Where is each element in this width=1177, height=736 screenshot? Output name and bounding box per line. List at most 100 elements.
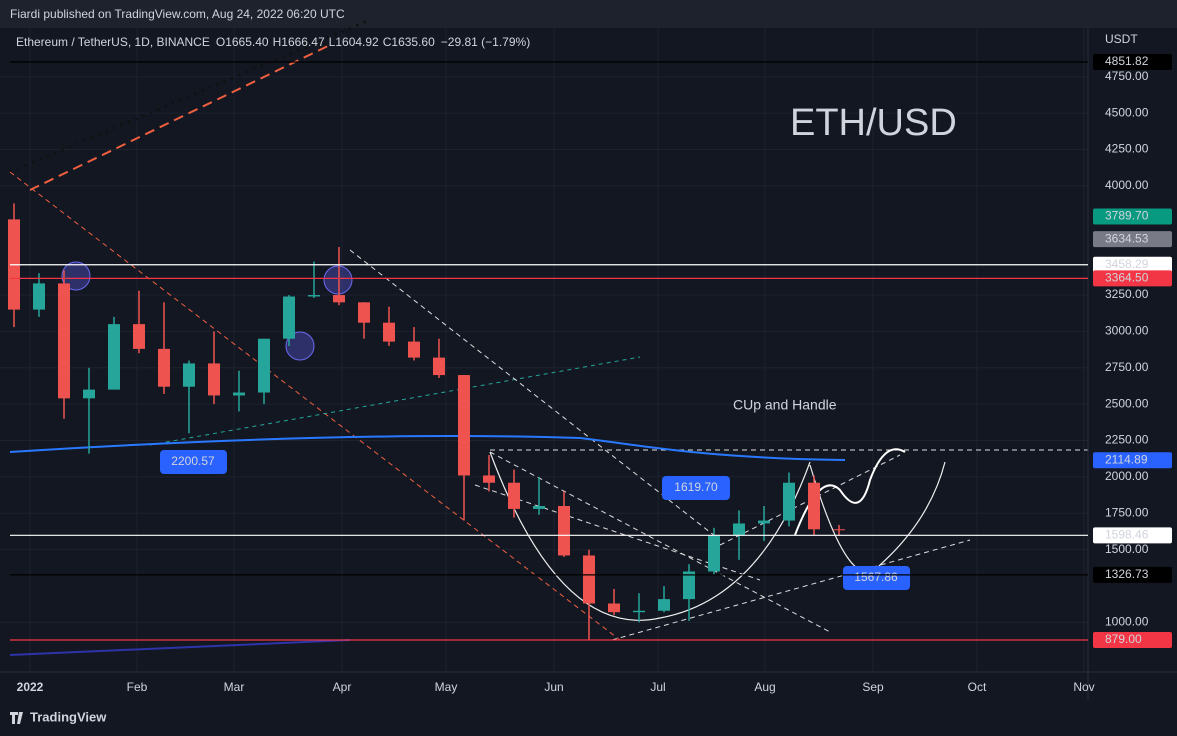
y-tick-label: 4500.00 bbox=[1105, 105, 1149, 119]
candle-body bbox=[483, 475, 495, 483]
annotations: ETH/USD CUp and Handle 2200.57 1619.70 1… bbox=[160, 102, 957, 590]
logo bbox=[10, 712, 23, 724]
candle-body bbox=[708, 535, 720, 572]
price-label-bg bbox=[1093, 566, 1172, 583]
legend-item: C bbox=[383, 35, 392, 49]
x-tick-label: Sep bbox=[862, 680, 884, 694]
legend: Ethereum / TetherUS, 1D, BINANCE O 1665.40… bbox=[16, 35, 530, 49]
legend-item: 1665.40 bbox=[225, 35, 269, 49]
price-axis bbox=[1088, 28, 1177, 672]
y-tick-label: 4250.00 bbox=[1105, 142, 1149, 156]
x-tick-label: Aug bbox=[754, 680, 775, 694]
callout: 1567.86 bbox=[854, 570, 898, 584]
candle-body bbox=[308, 295, 320, 297]
candle-body bbox=[33, 283, 45, 310]
legend-item: O bbox=[216, 35, 225, 49]
price-label-bg bbox=[1093, 54, 1172, 70]
legend-item: 1635.60 bbox=[391, 35, 435, 49]
moving-average bbox=[9, 639, 351, 656]
candles bbox=[8, 203, 845, 640]
highlight bbox=[61, 261, 91, 291]
price-label: 2114.89 bbox=[1105, 452, 1148, 466]
trendline bbox=[149, 356, 641, 446]
price-label-bg bbox=[1093, 208, 1172, 225]
candle-body bbox=[658, 599, 670, 611]
cup bbox=[489, 451, 811, 621]
y-tick-label: 2250.00 bbox=[1105, 433, 1149, 447]
y-tick-label: 1000.00 bbox=[1105, 615, 1149, 629]
pattern-label: CUp and Handle bbox=[733, 397, 837, 413]
x-tick-label: Feb bbox=[127, 680, 148, 694]
x-tick-label: Apr bbox=[333, 680, 352, 694]
candle-body bbox=[183, 363, 195, 387]
price-label: 3634.53 bbox=[1105, 231, 1149, 245]
price-label-bg bbox=[1093, 527, 1172, 544]
candle-body bbox=[783, 482, 795, 521]
brand: TradingView bbox=[30, 709, 107, 724]
handle bbox=[809, 461, 946, 573]
candle-body bbox=[733, 523, 745, 536]
candle-body bbox=[333, 295, 345, 303]
candle-body bbox=[233, 392, 245, 396]
candle-body bbox=[758, 520, 770, 524]
highlight bbox=[285, 331, 315, 361]
candle-body bbox=[833, 529, 845, 531]
x-tick-label: Mar bbox=[224, 680, 245, 694]
y-tick-label: 4750.00 bbox=[1105, 69, 1149, 83]
callout-box bbox=[662, 476, 730, 500]
y-tick-label: 3250.00 bbox=[1105, 287, 1149, 301]
price-label: 1326.73 bbox=[1105, 567, 1149, 581]
y-tick-label: 1500.00 bbox=[1105, 542, 1149, 556]
callout: 2200.57 bbox=[171, 454, 215, 468]
candle-body bbox=[558, 506, 570, 556]
callout: 1619.70 bbox=[674, 480, 718, 494]
candle-body bbox=[158, 348, 170, 387]
candle-body bbox=[583, 555, 595, 604]
legend-item: H bbox=[273, 35, 282, 49]
x-tick-label: Oct bbox=[968, 680, 987, 694]
candle-body bbox=[83, 389, 95, 399]
price-label-bg bbox=[1093, 256, 1172, 273]
candle-body bbox=[683, 571, 695, 600]
grid bbox=[0, 28, 1088, 672]
candle-body bbox=[433, 357, 445, 376]
y-tick-label: 2000.00 bbox=[1105, 469, 1149, 483]
moving-average bbox=[9, 434, 846, 461]
candle-body bbox=[608, 603, 620, 613]
candle-body bbox=[383, 322, 395, 342]
trendline bbox=[349, 249, 721, 541]
y-tick-label: 3000.00 bbox=[1105, 324, 1149, 338]
x-tick-label: Nov bbox=[1073, 680, 1094, 694]
x-tick-label: Jul bbox=[650, 680, 665, 694]
legend-item: L bbox=[329, 35, 336, 49]
candle-body bbox=[508, 482, 520, 509]
legend-item: 1666.47 bbox=[281, 35, 325, 49]
highlight bbox=[323, 265, 353, 295]
y-tick-label: 2750.00 bbox=[1105, 360, 1149, 374]
candle-body bbox=[208, 363, 220, 396]
trendline bbox=[29, 44, 331, 191]
axis-title: USDT bbox=[1105, 32, 1138, 46]
legend-item: Ethereum / TetherUS, 1D, BINANCE bbox=[16, 35, 210, 49]
price-label-bg bbox=[1093, 231, 1172, 248]
candle-body bbox=[408, 341, 420, 358]
candle-body bbox=[533, 506, 545, 509]
x-tick-label: May bbox=[435, 680, 458, 694]
price-label: 879.00 bbox=[1105, 632, 1142, 646]
candle-body bbox=[258, 338, 270, 393]
candle-body bbox=[58, 283, 70, 399]
trendline bbox=[611, 539, 971, 641]
trendline bbox=[9, 18, 371, 174]
trendline bbox=[9, 171, 621, 641]
candle-body bbox=[358, 302, 370, 323]
price-label: 4851.82 bbox=[1105, 54, 1149, 68]
publisher: Fiardi published on TradingView.com, Aug… bbox=[10, 7, 345, 21]
chart-title: ETH/USD bbox=[790, 102, 957, 144]
candle-body bbox=[808, 482, 820, 530]
candle-body bbox=[283, 296, 295, 339]
price-label: 3789.70 bbox=[1105, 209, 1149, 223]
legend-item: 1604.92 bbox=[335, 35, 379, 49]
candle-body bbox=[633, 610, 645, 613]
callout-box bbox=[160, 450, 227, 474]
